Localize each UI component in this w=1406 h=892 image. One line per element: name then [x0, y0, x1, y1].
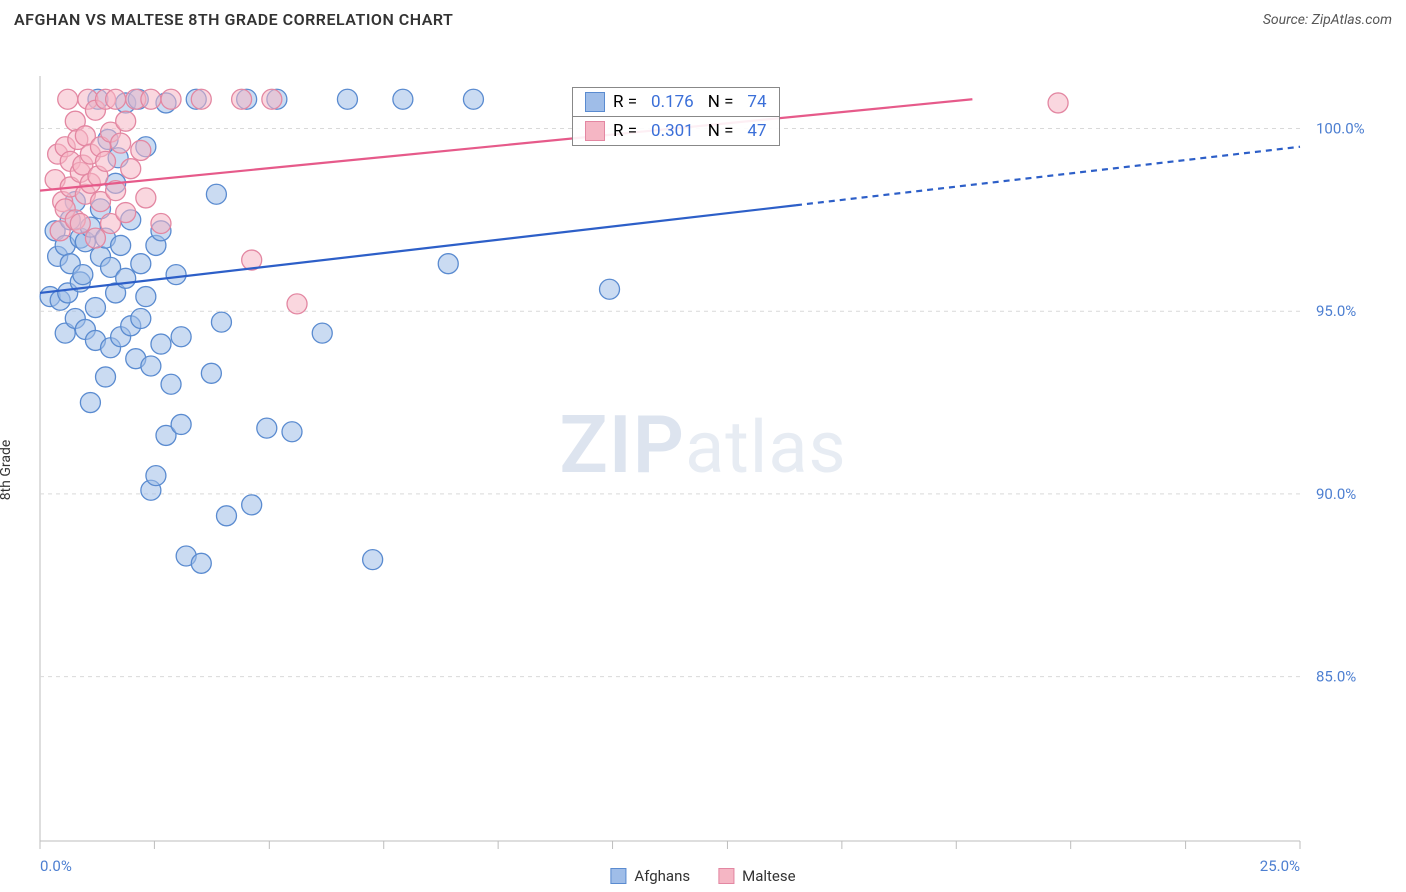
svg-text:90.0%: 90.0%	[1316, 485, 1356, 503]
legend-item-afghans: Afghans	[610, 867, 690, 885]
n-value-afghans: 74	[747, 92, 766, 112]
legend-label-afghans: Afghans	[634, 867, 690, 885]
stats-row-afghans: R = 0.176 N = 74	[573, 88, 779, 116]
n-label: N =	[708, 92, 734, 112]
y-axis-label: 8th Grade	[0, 440, 14, 501]
svg-text:95.0%: 95.0%	[1316, 302, 1356, 320]
n-label: N =	[708, 121, 734, 141]
svg-text:100.0%: 100.0%	[1316, 120, 1365, 138]
maltese-swatch	[585, 121, 605, 141]
scatter-chart: 85.0% 90.0% 95.0% 100.0% 0.0% 25.0%	[0, 37, 1406, 887]
stats-row-maltese: R = 0.301 N = 47	[573, 116, 779, 145]
r-value-afghans: 0.176	[651, 92, 694, 112]
r-label: R =	[613, 92, 637, 112]
legend-bottom: Afghans Maltese	[610, 867, 795, 885]
afghans-swatch-icon	[610, 868, 626, 884]
source-label: Source: ZipAtlas.com	[1263, 12, 1392, 28]
legend-item-maltese: Maltese	[718, 867, 795, 885]
chart-area: 8th Grade ZIPatlas 85.0%90.0%95.0%100.0%…	[0, 37, 1406, 887]
svg-text:0.0%: 0.0%	[40, 857, 72, 875]
afghans-swatch	[585, 92, 605, 112]
r-label: R =	[613, 121, 637, 141]
n-value-maltese: 47	[747, 121, 766, 141]
svg-text:85.0%: 85.0%	[1316, 668, 1356, 686]
chart-title: AFGHAN VS MALTESE 8TH GRADE CORRELATION …	[14, 10, 453, 29]
legend-label-maltese: Maltese	[742, 867, 795, 885]
maltese-swatch-icon	[718, 868, 734, 884]
svg-text:25.0%: 25.0%	[1260, 857, 1300, 875]
stats-legend-box: R = 0.176 N = 74 R = 0.301 N = 47	[572, 87, 780, 146]
r-value-maltese: 0.301	[651, 121, 694, 141]
